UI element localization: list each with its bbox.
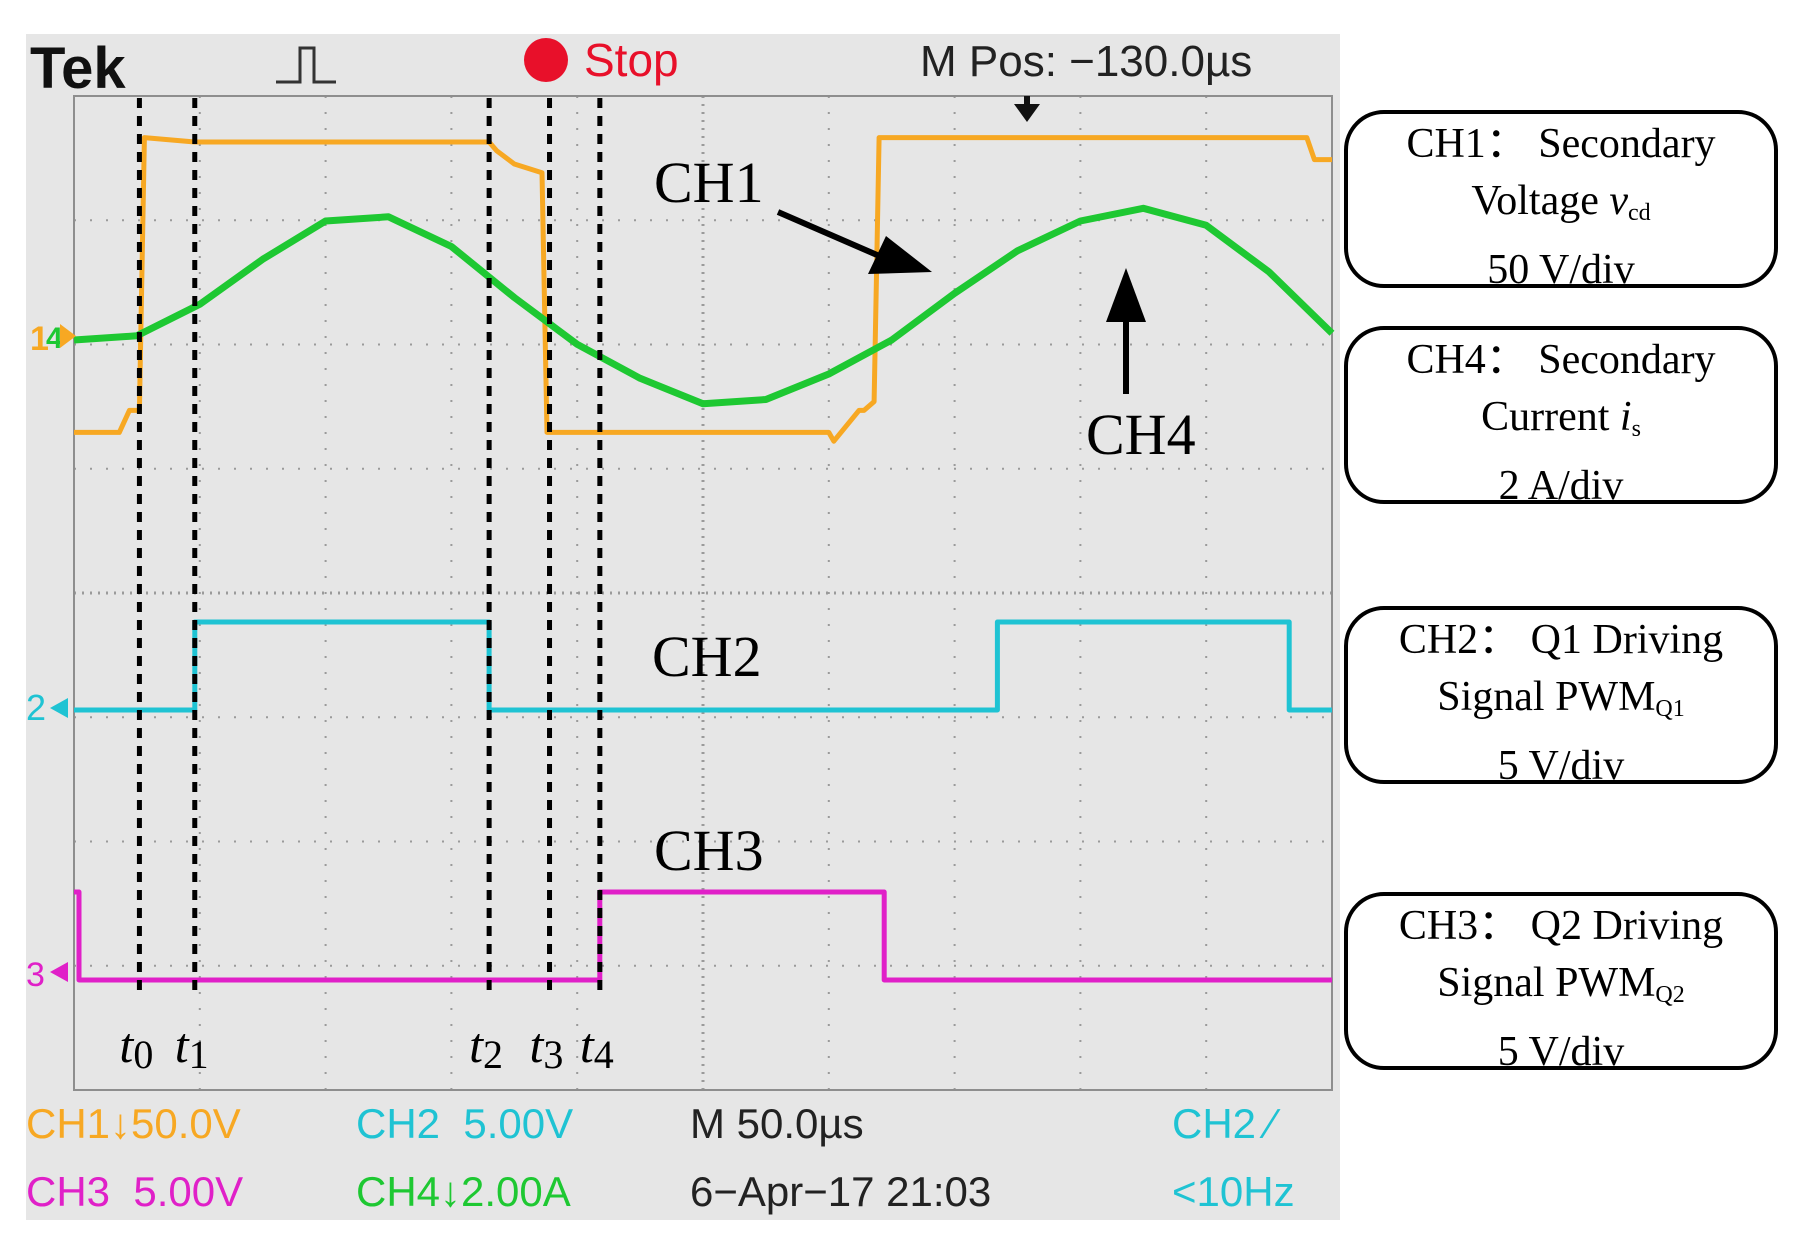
brand-label: Tek bbox=[30, 36, 126, 101]
ch3-ground-arrow bbox=[50, 962, 68, 982]
legend-quantity: Signal PWMQ2 bbox=[1437, 960, 1685, 1008]
ch1-pointer-arrow bbox=[776, 209, 886, 261]
ch2-ground-arrow bbox=[50, 698, 68, 718]
ch1-trace-label: CH1 bbox=[654, 150, 764, 215]
legend-title: CH3： Q2 Driving bbox=[1398, 903, 1724, 949]
legend-scale: 50 V/div bbox=[1487, 247, 1635, 293]
pulse-trigger-icon bbox=[276, 46, 336, 84]
ch4-scale-readout: CH4↓2.00A bbox=[356, 1168, 571, 1215]
legend-title: CH4： Secondary bbox=[1406, 337, 1716, 383]
ch1-ground-arrow bbox=[60, 324, 76, 348]
ch4-legend-box: CH4： Secondary Current is 2 A/div bbox=[1344, 326, 1778, 509]
horizontal-position: M Pos: −130.0µs bbox=[920, 37, 1252, 86]
ch4-trace-label: CH4 bbox=[1086, 402, 1196, 467]
legend-quantity: Voltage vcd bbox=[1471, 178, 1651, 226]
legend-quantity: Signal PWMQ1 bbox=[1437, 674, 1685, 722]
ch1-ground-marker: 1 bbox=[30, 320, 49, 358]
legend-title: CH1： Secondary bbox=[1406, 121, 1716, 167]
frequency-readout: <10Hz bbox=[1172, 1168, 1295, 1215]
plot-frame bbox=[73, 95, 1333, 1091]
ch2-legend-box: CH2： Q1 Driving Signal PWMQ1 5 V/div bbox=[1344, 606, 1778, 789]
legend-scale: 2 A/div bbox=[1498, 463, 1624, 509]
ch1-pointer-arrowhead bbox=[868, 236, 932, 274]
trigger-source-readout: CH2 bbox=[1172, 1100, 1256, 1147]
graticule bbox=[74, 96, 1332, 1090]
ch4-pointer-arrowhead bbox=[1106, 268, 1146, 322]
legend-quantity: Current is bbox=[1481, 394, 1641, 442]
stop-status-icon bbox=[524, 38, 568, 82]
ch3-scale-readout: CH3 5.00V bbox=[26, 1168, 243, 1215]
ch3-legend-box: CH3： Q2 Driving Signal PWMQ2 5 V/div bbox=[1344, 892, 1778, 1075]
trigger-position-icon bbox=[1014, 96, 1040, 122]
legend-scale: 5 V/div bbox=[1497, 1029, 1625, 1075]
ch2-trace-label: CH2 bbox=[652, 624, 762, 689]
ch3-ground-marker: 3 bbox=[26, 956, 45, 994]
ch1-scale-readout: CH1↓50.0V bbox=[26, 1100, 241, 1147]
date-time-readout: 6−Apr−17 21:03 bbox=[690, 1168, 991, 1215]
ch1-legend-box: CH1： Secondary Voltage vcd 50 V/div bbox=[1344, 110, 1778, 293]
time-marker-label: t3 bbox=[530, 1017, 564, 1077]
ch4-trace bbox=[73, 204, 1335, 408]
legend-scale: 5 V/div bbox=[1497, 743, 1625, 789]
ch3-trace-label: CH3 bbox=[654, 818, 764, 883]
ch2-ground-marker: 2 bbox=[26, 687, 46, 728]
ch4-ground-marker: 4 bbox=[46, 322, 63, 355]
time-marker-lines: t0 t1 t2 t3 t4 bbox=[119, 98, 614, 1077]
ch2-scale-readout: CH2 5.00V bbox=[356, 1100, 573, 1147]
acquisition-status: Stop bbox=[584, 34, 679, 86]
timebase-readout: M 50.0µs bbox=[690, 1100, 864, 1147]
ch1-trace bbox=[74, 135, 1332, 444]
legend-title: CH2： Q1 Driving bbox=[1398, 617, 1724, 663]
